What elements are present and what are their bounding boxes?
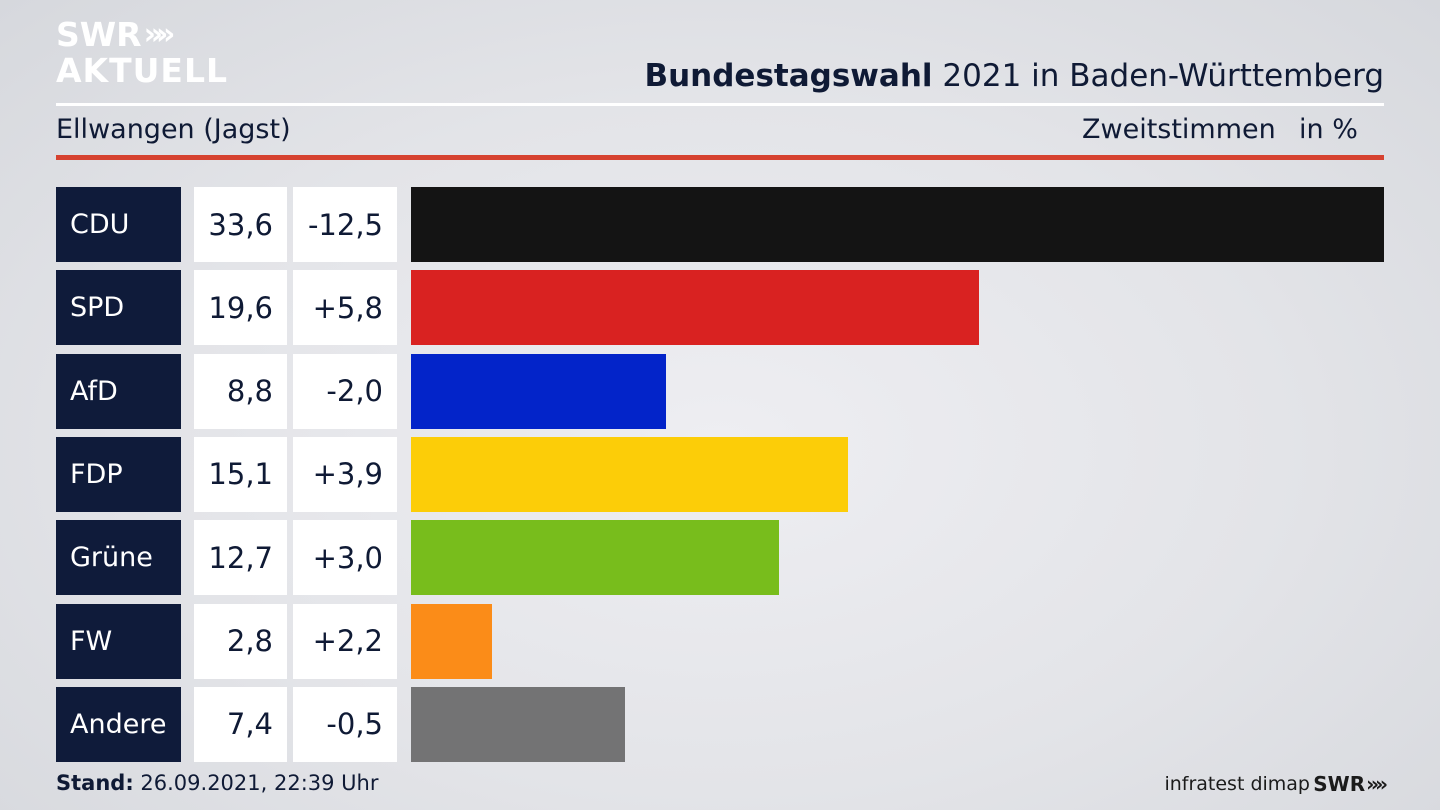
party-label: FDP: [56, 436, 181, 512]
diff-label: +2,2: [293, 603, 397, 679]
accent-divider: [56, 155, 1384, 160]
metric-label: Zweitstimmen: [1082, 114, 1276, 145]
chart-row: FW 2,8 +2,2: [56, 603, 1384, 679]
logo-swr-text: SWR: [56, 15, 142, 54]
chart-row: Grüne 12,7 +3,0: [56, 520, 1384, 596]
value-label: 12,7: [194, 520, 287, 596]
swr-footer-arrows-icon: »»: [1366, 772, 1388, 796]
bar: [411, 353, 666, 429]
chart-row: SPD 19,6 +5,8: [56, 270, 1384, 346]
stand-value: 26.09.2021, 22:39 Uhr: [133, 771, 379, 795]
diff-label: +3,9: [293, 436, 397, 512]
party-label: SPD: [56, 270, 181, 346]
diff-label: +5,8: [293, 270, 397, 346]
party-label: Andere: [56, 686, 181, 762]
timestamp: Stand: 26.09.2021, 22:39 Uhr: [56, 771, 379, 795]
value-label: 7,4: [194, 686, 287, 762]
value-label: 19,6: [194, 270, 287, 346]
party-label: AfD: [56, 353, 181, 429]
title-rest: 2021 in Baden-Württemberg: [932, 58, 1384, 94]
bar: [411, 686, 626, 762]
chart-row: CDU 33,6 -12,5: [56, 187, 1384, 262]
header-divider: [56, 103, 1384, 106]
party-label: Grüne: [56, 520, 181, 596]
unit-label: in %: [1299, 114, 1358, 145]
chart-title: Bundestagswahl 2021 in Baden-Württemberg: [644, 58, 1384, 94]
logo-arrows-icon: »»: [143, 16, 176, 52]
diff-label: -2,0: [293, 353, 397, 429]
chart-row: Andere 7,4 -0,5: [56, 686, 1384, 762]
party-label: FW: [56, 603, 181, 679]
bar: [411, 187, 1384, 262]
value-label: 8,8: [194, 353, 287, 429]
chart-row: FDP 15,1 +3,9: [56, 436, 1384, 512]
diff-label: -0,5: [293, 686, 397, 762]
bar: [411, 270, 979, 346]
bar: [411, 520, 779, 596]
chart-row: AfD 8,8 -2,0: [56, 353, 1384, 429]
swr-aktuell-logo: SWR»» AKTUELL: [56, 18, 228, 87]
value-label: 15,1: [194, 436, 287, 512]
logo-aktuell-text: AKTUELL: [56, 51, 229, 90]
value-label: 33,6: [194, 187, 287, 262]
swr-footer-logo: SWR»»: [1313, 772, 1388, 796]
title-bold: Bundestagswahl: [644, 58, 933, 94]
diff-label: +3,0: [293, 520, 397, 596]
source-label: infratest dimap: [1164, 773, 1310, 795]
party-label: CDU: [56, 187, 181, 262]
constituency-label: Ellwangen (Jagst): [56, 114, 291, 145]
stand-label: Stand:: [56, 771, 134, 795]
swr-footer-text: SWR: [1313, 772, 1366, 796]
bar: [411, 603, 493, 679]
value-label: 2,8: [194, 603, 287, 679]
bar: [411, 436, 849, 512]
diff-label: -12,5: [293, 187, 397, 262]
